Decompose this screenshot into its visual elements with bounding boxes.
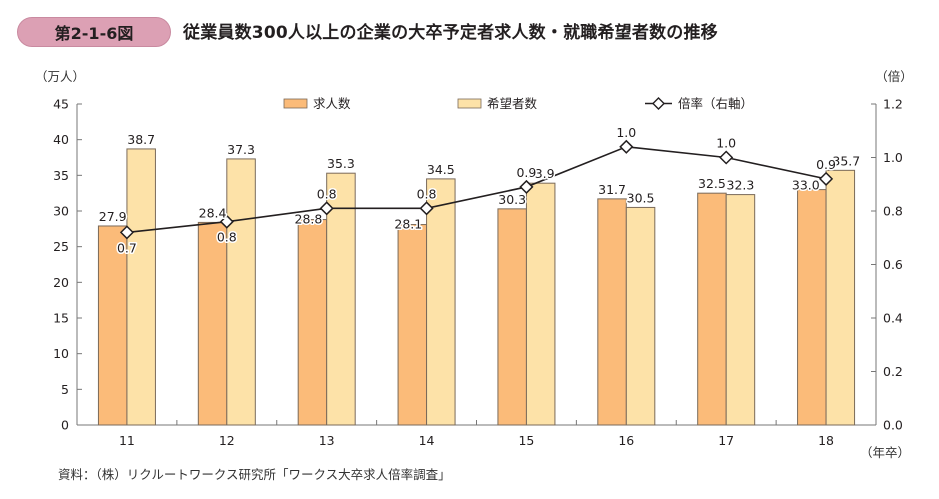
ratio-marker	[419, 201, 434, 216]
label-job-seekers: 37.3	[227, 142, 255, 157]
label-ratio: 0.9	[816, 157, 836, 172]
x-tick-label: 12	[219, 433, 235, 448]
x-tick-label: 13	[319, 433, 335, 448]
ratio-polyline	[126, 145, 827, 234]
ratio-marker	[319, 201, 334, 216]
y2-tick-label: 1.0	[883, 150, 903, 165]
legend-label-job-openings: 求人数	[313, 96, 351, 111]
bar-job-openings	[797, 189, 827, 426]
label-ratio: 0.8	[217, 230, 237, 245]
label-job-openings: 31.7	[598, 182, 626, 197]
y-tick-label: 20	[53, 275, 69, 290]
ratio-marker	[519, 179, 534, 194]
label-job-seekers: 38.7	[127, 132, 155, 147]
bar-job-openings	[97, 225, 128, 426]
y2-tick-label: 0.0	[883, 418, 903, 433]
x-tick-label: 16	[618, 433, 634, 448]
label-job-openings: 28.8	[295, 212, 323, 227]
figure-number-badge: 第2-1-6図	[17, 17, 171, 47]
figure-title: 従業員数300人以上の企業の大卒予定者求人数・就職希望者数の推移	[183, 23, 718, 43]
legend-label-job-seekers: 希望者数	[487, 96, 538, 111]
bars	[97, 148, 856, 426]
y-tick-label: 25	[53, 239, 69, 254]
bar-job-openings	[197, 221, 228, 426]
label-job-openings: 28.1	[394, 217, 422, 232]
legend-marker-diamond-icon	[652, 97, 665, 110]
x-tick-label: 18	[818, 433, 834, 448]
y-tick-label: 0	[61, 418, 69, 433]
bar-job-openings	[697, 192, 727, 426]
y2-tick-label: 0.4	[883, 311, 903, 326]
label-job-seekers: 35.7	[832, 153, 860, 168]
bar-job-openings	[497, 208, 527, 426]
ratio-marker	[219, 214, 234, 229]
label-ratio: 0.7	[117, 240, 137, 255]
x-tick-label: 14	[419, 433, 435, 448]
bar-job-seekers	[126, 148, 156, 426]
ratio-marker	[119, 225, 134, 240]
label-job-seekers: 30.5	[627, 190, 655, 205]
bar-job-seekers	[725, 194, 756, 426]
ratio-line	[119, 139, 834, 240]
x-tick-label: 11	[119, 433, 135, 448]
y-tick-label: 15	[53, 311, 69, 326]
label-ratio: 1.0	[716, 136, 736, 151]
x-tick-label: 17	[718, 433, 734, 448]
legend: 求人数 希望者数 倍率（右軸）	[283, 96, 753, 111]
figure-number: 第2-1-6図	[54, 24, 134, 43]
legend-swatch-job-openings	[283, 98, 308, 109]
y2-tick-label: 0.6	[883, 257, 903, 272]
ratio-marker	[819, 171, 834, 186]
label-job-seekers: 34.5	[427, 162, 455, 177]
label-job-openings: 28.4	[199, 205, 227, 220]
y-tick-label: 40	[53, 132, 69, 147]
label-ratio: 0.9	[516, 165, 536, 180]
label-ratio: 1.0	[616, 125, 636, 140]
legend-swatch-job-seekers	[457, 98, 482, 109]
label-job-seekers: 33.9	[527, 166, 555, 181]
legend-label-ratio: 倍率（右軸）	[678, 96, 753, 111]
ratio-marker	[619, 139, 634, 154]
x-axis-label: （年卒）	[860, 445, 910, 460]
ratio-marker	[719, 150, 734, 165]
y2-tick-label: 1.2	[883, 97, 903, 112]
y-tick-label: 10	[53, 346, 69, 361]
label-job-openings: 27.9	[99, 209, 127, 224]
label-job-openings: 30.3	[498, 192, 526, 207]
bar-job-seekers	[426, 178, 456, 426]
x-tick-label: 15	[518, 433, 534, 448]
bar-job-openings	[397, 224, 428, 426]
label-job-seekers: 35.3	[327, 156, 355, 171]
y2-tick-label: 0.8	[883, 204, 903, 219]
bar-job-seekers	[326, 172, 356, 426]
source-note: 資料：（株）リクルートワークス研究所「ワークス大卒求人倍率調査」	[58, 467, 451, 482]
axes: 0 5 10 15 20 25 30 35 40 45 0.0 0.2 0.4 0.6 0.8 1.0 1.2 1…	[53, 97, 903, 449]
y-tick-label: 35	[53, 168, 69, 183]
bar-job-seekers	[825, 169, 856, 426]
y-tick-label: 45	[53, 97, 69, 112]
label-ratio: 0.8	[417, 186, 437, 201]
bar-job-seekers	[226, 158, 256, 426]
y-axis-label: （万人）	[35, 69, 85, 84]
y-tick-label: 5	[61, 382, 69, 397]
label-job-openings: 33.0	[792, 178, 820, 193]
bar-job-openings	[597, 198, 627, 426]
label-job-seekers: 32.3	[727, 178, 755, 193]
bar-job-seekers	[525, 182, 556, 426]
y-tick-label: 30	[53, 204, 69, 219]
y2-tick-label: 0.2	[883, 364, 903, 379]
data-labels: 27.9 28.4 28.8 28.1 30.3 31.7 32.5 33.0 38.7 37.3…	[97, 123, 861, 257]
label-ratio: 0.8	[317, 186, 337, 201]
y2-axis-label: （倍）	[875, 69, 913, 84]
bar-job-seekers	[625, 206, 656, 426]
label-job-openings: 32.5	[698, 176, 726, 191]
bar-job-openings	[297, 219, 328, 426]
